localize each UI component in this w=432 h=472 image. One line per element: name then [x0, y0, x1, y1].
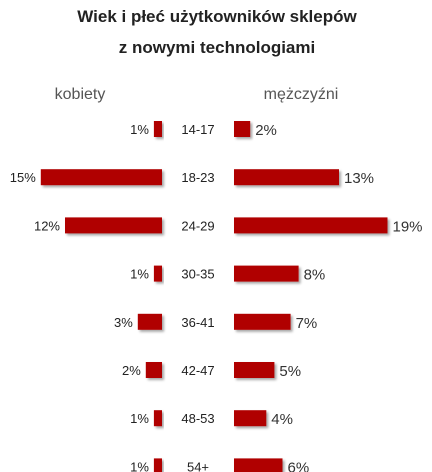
legend-kobiety: kobiety [55, 86, 106, 103]
bar-mezczyzni [234, 362, 275, 378]
value-label-mezczyzni: 19% [393, 218, 423, 235]
value-label-kobiety: 12% [34, 218, 60, 233]
value-label-mezczyzni: 5% [279, 363, 301, 380]
category-label: 36-41 [181, 315, 214, 330]
bar-kobiety [137, 313, 162, 330]
bar-mezczyzni [234, 169, 339, 186]
category-label: 30-35 [181, 267, 214, 282]
value-label-kobiety: 15% [10, 170, 36, 185]
legend-mezczyzni: mężczyźni [264, 86, 339, 103]
value-label-kobiety: 1% [130, 411, 149, 426]
value-label-mezczyzni: 7% [296, 315, 318, 332]
value-label-kobiety: 1% [130, 122, 149, 137]
value-label-mezczyzni: 6% [288, 459, 310, 472]
category-label: 48-53 [181, 411, 214, 426]
category-label: 54+ [187, 459, 209, 472]
value-label-mezczyzni: 8% [304, 267, 326, 284]
chart-title: Wiek i płeć użytkowników sklepów [77, 7, 357, 26]
category-label: 42-47 [181, 363, 214, 378]
bar-kobiety [153, 121, 162, 137]
bar-mezczyzni [234, 313, 291, 330]
value-label-mezczyzni: 13% [344, 170, 374, 187]
bar-kobiety [145, 362, 162, 378]
bar-kobiety [65, 217, 162, 234]
bar-mezczyzni [234, 265, 299, 282]
bar-kobiety [153, 410, 162, 427]
category-label: 24-29 [181, 218, 214, 233]
bar-mezczyzni [234, 217, 388, 234]
value-label-mezczyzni: 4% [271, 411, 293, 428]
value-label-kobiety: 1% [130, 267, 149, 282]
bar-kobiety [40, 169, 162, 186]
bar-mezczyzni [234, 410, 267, 427]
bar-kobiety [153, 458, 162, 472]
bar-kobiety [153, 265, 162, 282]
bar-mezczyzni [234, 458, 283, 472]
bars-layer [40, 121, 388, 472]
value-label-kobiety: 2% [122, 363, 141, 378]
category-label: 14-17 [181, 122, 214, 137]
value-label-kobiety: 3% [114, 315, 133, 330]
chart-subtitle: z nowymi technologiami [119, 38, 315, 57]
value-label-mezczyzni: 2% [255, 122, 277, 139]
bar-mezczyzni [234, 121, 251, 137]
category-label: 18-23 [181, 170, 214, 185]
labels-layer: 14-17 1% 2% 18-23 15% 13% 24-29 12% 19% 30-35 1% 8%… [10, 122, 423, 472]
value-label-kobiety: 1% [130, 459, 149, 472]
